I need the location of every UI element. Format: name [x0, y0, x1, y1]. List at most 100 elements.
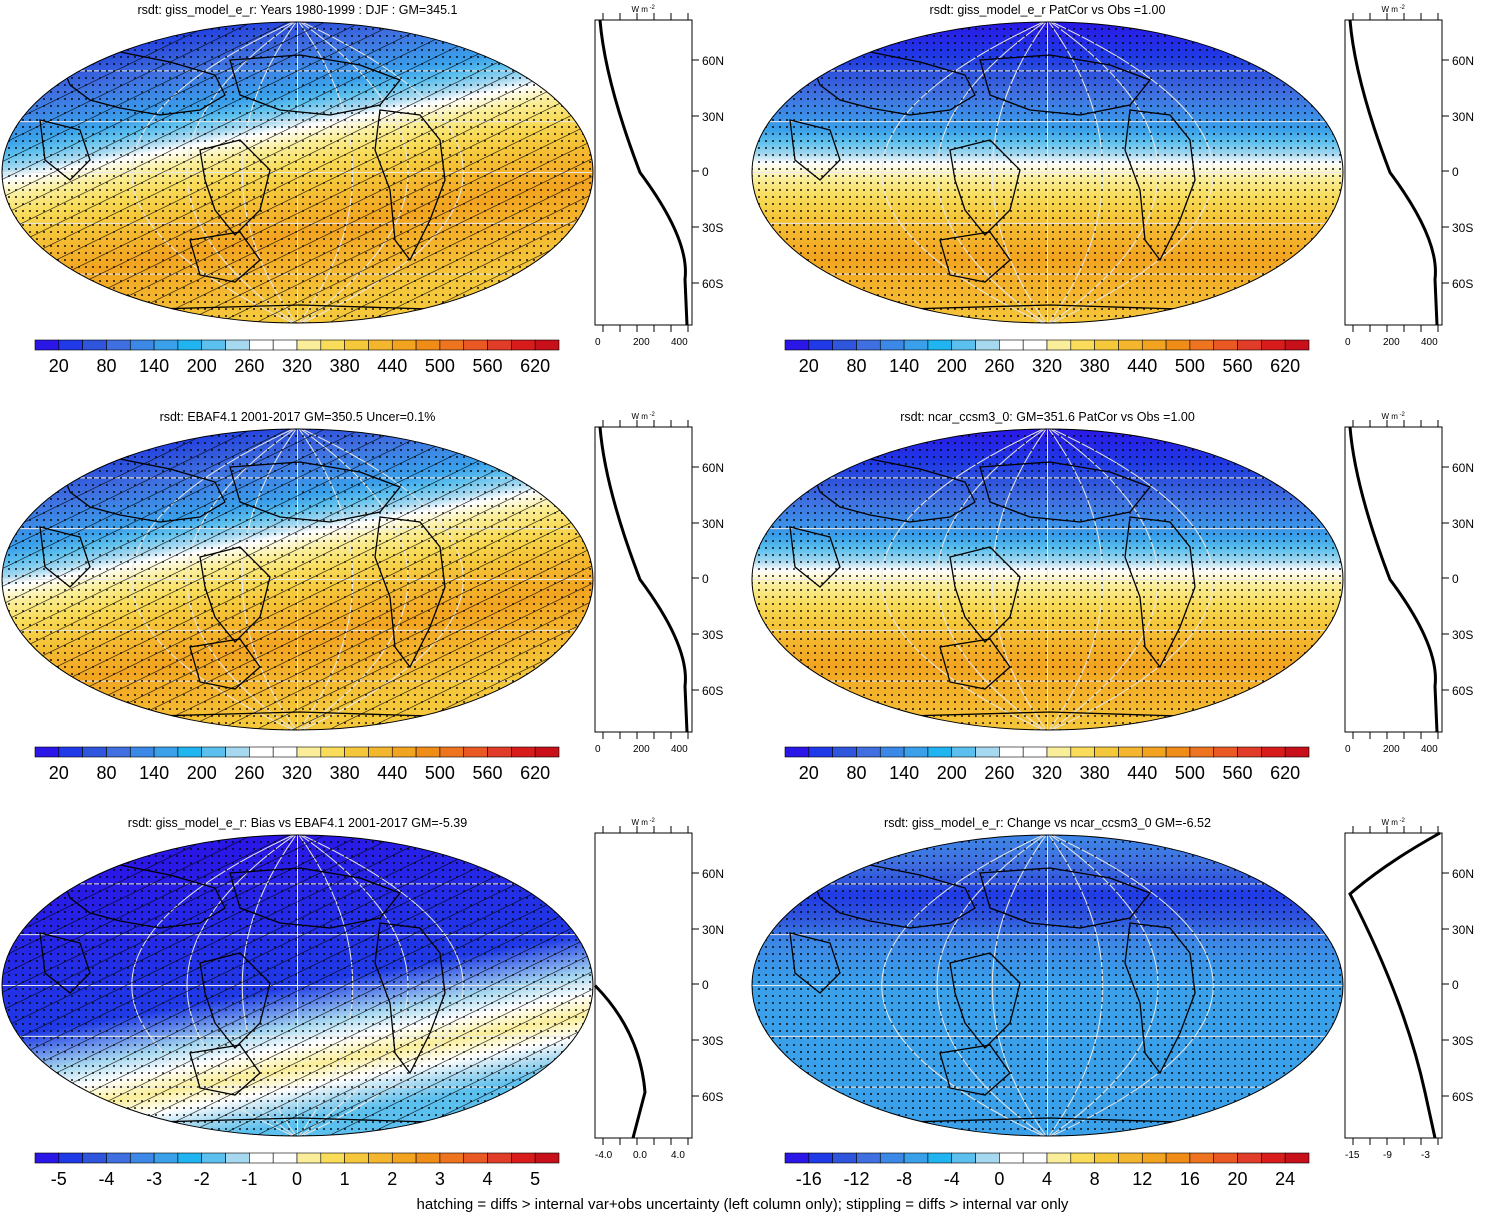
colorbar-label: 320	[1032, 356, 1062, 376]
colorbar-swatch	[320, 746, 345, 758]
profile-frame	[594, 19, 693, 326]
colorbar-swatch	[784, 746, 810, 758]
colorbar-swatch	[391, 746, 417, 758]
colorbar-swatch	[832, 1152, 857, 1164]
colorbar-label: 320	[282, 763, 312, 783]
colorbar-5: -5 -4 -3 -2 -1 0 1 2 3 4 5	[34, 1152, 560, 1189]
profile-tick-label: 400	[1421, 744, 1438, 755]
colorbar-label: 140	[139, 356, 169, 376]
colorbar-swatch	[1118, 339, 1143, 351]
profile-frame	[1344, 832, 1443, 1139]
colorbar-swatch	[1070, 746, 1095, 758]
colorbar-swatch	[463, 746, 488, 758]
colorbar-swatch	[879, 1152, 905, 1164]
panel-title-6: rsdt: giss_model_e_r: Change vs ncar_ccs…	[884, 816, 1211, 830]
units-label: W m	[1382, 818, 1399, 827]
colorbar-swatch	[225, 1152, 250, 1164]
colorbar-swatch	[320, 339, 345, 351]
colorbar-label: 8	[1090, 1169, 1100, 1189]
colorbar-swatch	[1189, 1152, 1215, 1164]
colorbar-swatch	[1118, 746, 1143, 758]
hatching	[2, 22, 593, 323]
colorbar-swatch	[1261, 746, 1286, 758]
colorbar-swatch	[1022, 1152, 1048, 1164]
colorbar-swatch	[1070, 1152, 1095, 1164]
colorbar-label: 20	[49, 763, 69, 783]
colorbar-label: 0	[994, 1169, 1004, 1189]
colorbar-swatch	[320, 1152, 345, 1164]
colorbar-label: 320	[1032, 763, 1062, 783]
colorbar-swatch	[975, 1152, 1000, 1164]
colorbar-swatch	[106, 1152, 131, 1164]
lat-label: 30N	[702, 923, 724, 937]
lat-label: 30N	[1452, 110, 1474, 124]
colorbar-label: 500	[425, 356, 455, 376]
colorbar-swatch	[82, 1152, 107, 1164]
lat-label: 60S	[1452, 684, 1473, 698]
colorbar-label: 140	[889, 356, 919, 376]
profile-tick-label: 200	[633, 744, 650, 755]
colorbar-swatch	[856, 746, 881, 758]
zonal-mean-line	[598, 426, 689, 733]
panel-3: 60N 30N 0 30S 60S W m -2 0 200 400 20 80 140 200 260 32…	[1, 412, 724, 783]
colorbar-swatch	[808, 746, 833, 758]
colorbar-swatch	[1046, 746, 1072, 758]
colorbar-label: 4	[483, 1169, 493, 1189]
colorbar-label: -12	[843, 1169, 869, 1189]
colorbar-swatch	[391, 1152, 417, 1164]
map-border	[1, 428, 594, 731]
colorbar-label: 80	[846, 356, 866, 376]
colorbar-label: 260	[234, 356, 264, 376]
colorbar-swatch	[58, 339, 83, 351]
profile-frame	[1344, 426, 1443, 733]
colorbar-swatch	[1213, 339, 1238, 351]
colorbar-label: 380	[1080, 356, 1110, 376]
map-border	[751, 428, 1344, 731]
colorbar-swatch	[439, 339, 465, 351]
profile-tick-label: -15	[1345, 1150, 1360, 1161]
colorbar-swatch	[1237, 339, 1262, 351]
colorbar-swatch	[999, 746, 1024, 758]
colorbar-swatch	[344, 1152, 369, 1164]
colorbar-swatch	[272, 339, 298, 351]
colorbar-label: 200	[937, 356, 967, 376]
colorbar-label: -1	[241, 1169, 257, 1189]
map-4	[752, 429, 1343, 730]
colorbar-label: 260	[984, 763, 1014, 783]
colorbar-swatch	[856, 339, 881, 351]
lat-label: 30S	[702, 628, 723, 642]
lat-label: 60N	[702, 54, 724, 68]
units-exponent: -2	[650, 412, 656, 418]
profile-tick-label: 200	[633, 337, 650, 348]
lat-label: 60S	[702, 277, 723, 291]
hatching	[2, 835, 593, 1136]
colorbar-swatch	[201, 746, 226, 758]
colorbar-swatch	[832, 339, 857, 351]
colorbar-label: 620	[520, 356, 550, 376]
lat-label: 30S	[1452, 628, 1473, 642]
colorbar-label: 560	[473, 356, 503, 376]
colorbar-swatch	[296, 339, 322, 351]
colorbar-label: 16	[1180, 1169, 1200, 1189]
colorbar-swatch	[153, 746, 179, 758]
lat-label: 30S	[1452, 1034, 1473, 1048]
profile-tick-label: 0	[595, 337, 601, 348]
colorbar-swatch	[201, 339, 226, 351]
colorbar-label: 440	[377, 763, 407, 783]
units-exponent: -2	[1400, 412, 1406, 418]
colorbar-swatch	[999, 1152, 1024, 1164]
colorbar-swatch	[368, 1152, 393, 1164]
colorbar-label: 500	[1175, 356, 1205, 376]
colorbar-swatch	[272, 746, 298, 758]
colorbar-swatch	[951, 339, 976, 351]
lat-label: 0	[702, 165, 709, 179]
profile-6: 60N 30N 0 30S 60S W m -2 -15 -9 -3	[1344, 818, 1474, 1161]
colorbar-swatch	[106, 746, 131, 758]
colorbar-swatch	[249, 746, 274, 758]
colorbar-label: 440	[1127, 763, 1157, 783]
colorbar-swatch	[1094, 1152, 1119, 1164]
colorbar-swatch	[1022, 339, 1048, 351]
colorbar-swatch	[58, 1152, 83, 1164]
zonal-mean-line	[598, 19, 689, 326]
